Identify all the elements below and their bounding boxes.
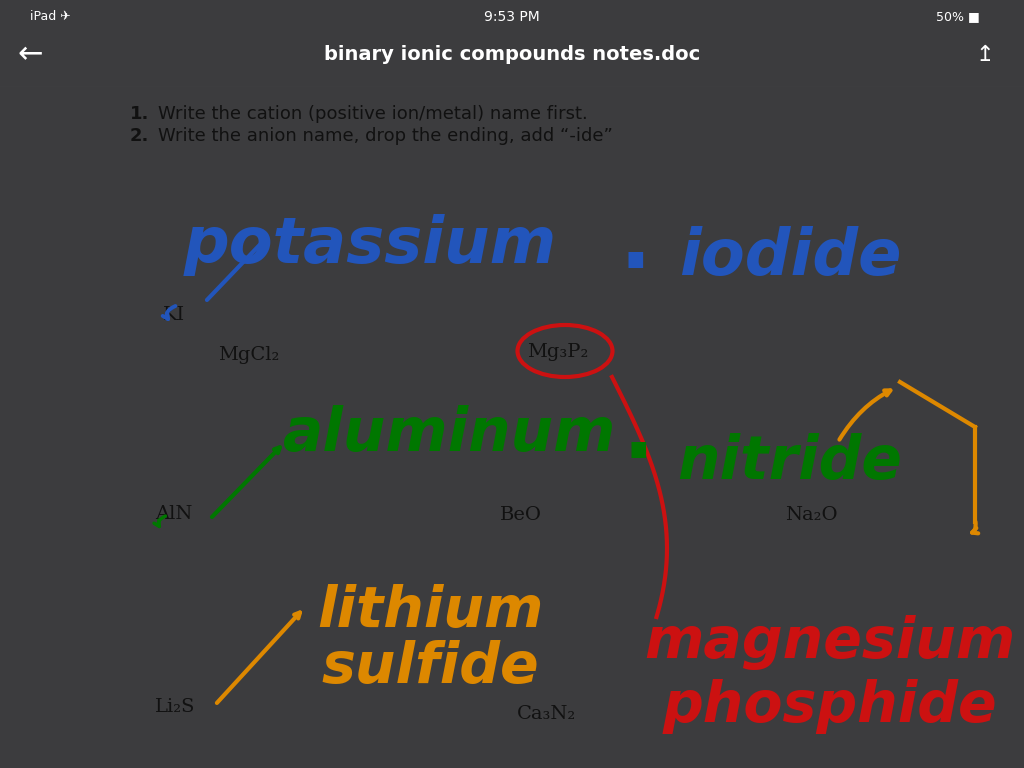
Text: KI: KI — [163, 306, 185, 324]
Text: .: . — [623, 395, 653, 475]
Text: potassium: potassium — [183, 214, 557, 276]
Text: Write the cation (positive ion/metal) name first.: Write the cation (positive ion/metal) na… — [158, 105, 588, 123]
Text: lithium: lithium — [316, 584, 543, 640]
Text: binary ionic compounds notes.doc: binary ionic compounds notes.doc — [324, 45, 700, 65]
Text: Write the anion name, drop the ending, add “-ide”: Write the anion name, drop the ending, a… — [158, 127, 613, 145]
Text: 1.: 1. — [130, 105, 150, 123]
Text: ↥: ↥ — [976, 45, 994, 65]
Text: nitride: nitride — [678, 432, 902, 492]
Text: sulfide: sulfide — [322, 640, 539, 694]
Text: Na₂O: Na₂O — [785, 506, 838, 524]
Text: 2.: 2. — [130, 127, 150, 145]
Text: ←: ← — [17, 41, 43, 69]
Text: AlN: AlN — [155, 505, 193, 523]
Text: BeO: BeO — [500, 506, 542, 524]
Text: MgCl₂: MgCl₂ — [218, 346, 280, 364]
Text: iodide: iodide — [679, 226, 901, 288]
Text: magnesium: magnesium — [644, 614, 1016, 670]
Text: Ca₃N₂: Ca₃N₂ — [517, 705, 577, 723]
Text: Li₂S: Li₂S — [155, 698, 196, 716]
Text: phosphide: phosphide — [663, 680, 997, 734]
Text: 50% ■: 50% ■ — [936, 11, 980, 24]
Text: iPad ✈: iPad ✈ — [30, 11, 71, 24]
Text: Mg₃P₂: Mg₃P₂ — [527, 343, 589, 361]
Text: aluminum: aluminum — [284, 406, 616, 465]
Text: .: . — [620, 204, 651, 286]
Text: 9:53 PM: 9:53 PM — [484, 10, 540, 24]
